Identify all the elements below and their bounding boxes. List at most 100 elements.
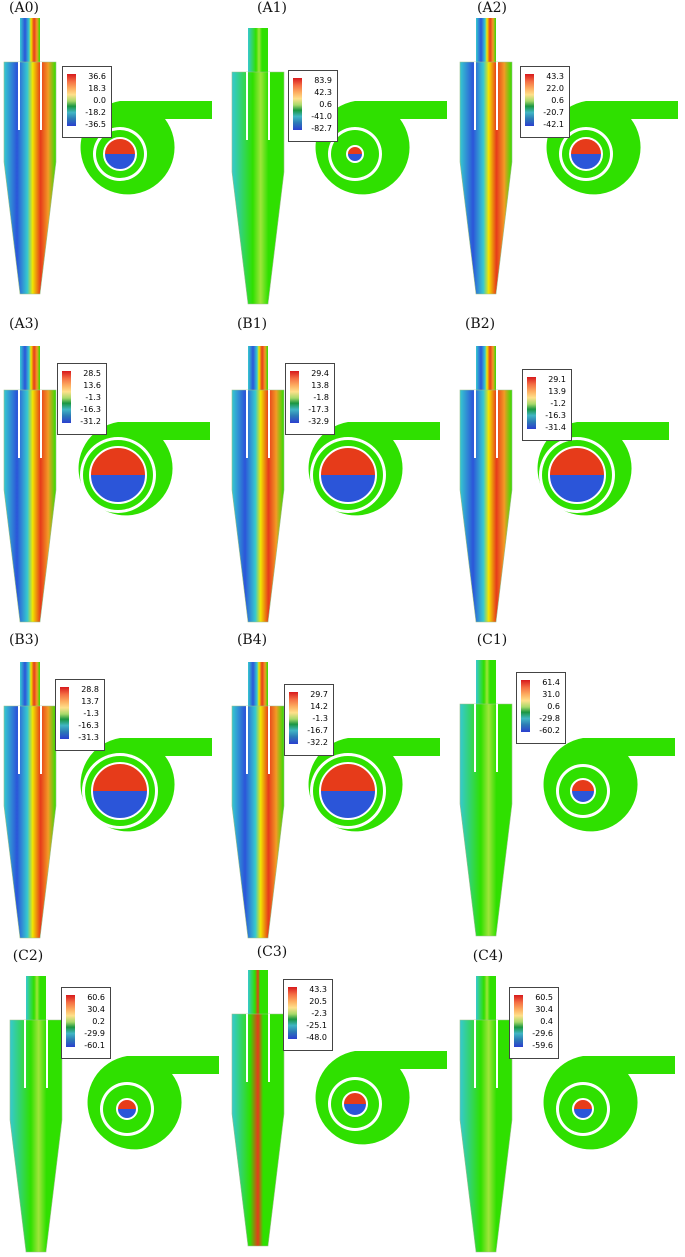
cyclone-contour bbox=[231, 346, 440, 623]
legend-tick: 29.1 bbox=[548, 375, 566, 384]
vortex-finder bbox=[248, 662, 268, 712]
legend-tick: 30.4 bbox=[535, 1005, 553, 1014]
legend-tick: 60.5 bbox=[535, 993, 553, 1002]
vortex-outline bbox=[570, 778, 596, 804]
vortex-upper bbox=[570, 138, 602, 154]
legend-tick: 0.2 bbox=[92, 1017, 105, 1026]
vortex-outline bbox=[89, 446, 147, 504]
cyclone-contour bbox=[3, 346, 210, 623]
vortex-upper bbox=[549, 447, 605, 475]
panel-A1: (A1) 83.9 42.3 0.6 -41.0 -82.7 bbox=[228, 0, 456, 309]
cyclone-body bbox=[231, 1013, 285, 1247]
legend-tick: 0.4 bbox=[540, 1017, 553, 1026]
legend-tick: 22.0 bbox=[546, 84, 564, 93]
colorbar bbox=[290, 371, 299, 423]
legend-tick: 0.6 bbox=[547, 702, 560, 711]
panel-label: (C4) bbox=[472, 948, 504, 964]
cyclone-contour bbox=[3, 662, 213, 939]
legend-tick: -31.2 bbox=[80, 417, 101, 426]
cyclone-body bbox=[459, 703, 513, 937]
legend-tick: -60.1 bbox=[84, 1041, 105, 1050]
cyclone-body bbox=[9, 1019, 63, 1253]
legend-tick: -29.8 bbox=[539, 714, 560, 723]
legend-tick: 60.6 bbox=[87, 993, 105, 1002]
colorbar-legend: 60.6 30.4 0.2 -29.9 -60.1 bbox=[61, 987, 111, 1059]
legend-tick: -2.3 bbox=[311, 1009, 327, 1018]
panel-C3: (C3) 43.3 20.5 -2.3 -25.1 -48.0 bbox=[228, 944, 456, 1257]
cyclone-contour bbox=[3, 18, 213, 295]
panel-label: (C1) bbox=[476, 632, 508, 648]
legend-tick: -1.2 bbox=[550, 399, 566, 408]
cyclone-body bbox=[3, 705, 57, 939]
panel-A3: (A3) 28.5 13.6 -1.3 -16.3 -31.2 bbox=[0, 316, 228, 625]
legend-tick: 43.3 bbox=[309, 985, 327, 994]
vortex-finder bbox=[20, 18, 40, 68]
vortex-finder bbox=[476, 18, 496, 68]
legend-tick: 29.7 bbox=[310, 690, 328, 699]
colorbar bbox=[527, 377, 536, 429]
legend-tick: -48.0 bbox=[306, 1033, 327, 1042]
legend-tick: 13.6 bbox=[83, 381, 101, 390]
cyclone-body bbox=[231, 71, 285, 305]
colorbar-legend: 28.8 13.7 -1.3 -16.3 -31.3 bbox=[55, 679, 105, 751]
cyclone-contour bbox=[459, 660, 675, 937]
vortex-upper bbox=[320, 763, 376, 791]
vortex-outline bbox=[569, 137, 603, 171]
legend-tick: -16.3 bbox=[545, 411, 566, 420]
legend-tick: -82.7 bbox=[311, 124, 332, 133]
vortex-outline bbox=[91, 762, 149, 820]
colorbar bbox=[288, 987, 297, 1039]
legend-tick: 28.8 bbox=[81, 685, 99, 694]
legend-tick: 28.5 bbox=[83, 369, 101, 378]
cyclone-contour bbox=[459, 976, 675, 1253]
legend-tick: -16.7 bbox=[307, 726, 328, 735]
vortex-outline bbox=[572, 1098, 594, 1120]
colorbar bbox=[293, 78, 302, 130]
legend-tick: -16.3 bbox=[80, 405, 101, 414]
panel-label: (B2) bbox=[464, 316, 496, 332]
legend-tick: -17.3 bbox=[308, 405, 329, 414]
vortex-finder bbox=[476, 976, 496, 1026]
legend-tick: 13.8 bbox=[311, 381, 329, 390]
colorbar bbox=[525, 74, 534, 126]
panel-label: (B1) bbox=[236, 316, 268, 332]
cyclone-contour bbox=[459, 346, 669, 623]
vortex-upper bbox=[90, 447, 146, 475]
colorbar-legend: 36.6 18.3 0.0 -18.2 -36.5 bbox=[62, 66, 112, 138]
vortex-lower bbox=[573, 1109, 593, 1119]
legend-tick: -42.1 bbox=[543, 120, 564, 129]
vortex-finder bbox=[20, 346, 40, 396]
colorbar-legend: 83.9 42.3 0.6 -41.0 -82.7 bbox=[288, 70, 338, 142]
legend-tick: -1.3 bbox=[85, 393, 101, 402]
colorbar bbox=[67, 74, 76, 126]
panel-B4: (B4) 29.7 14.2 -1.3 -16.7 -32.2 bbox=[228, 632, 456, 941]
legend-tick: 13.9 bbox=[548, 387, 566, 396]
vortex-outline bbox=[342, 1091, 368, 1117]
vortex-upper bbox=[343, 1092, 367, 1104]
panel-A0: (A0) 36.6 18.3 0.0 -18.2 -36.5 bbox=[0, 0, 228, 309]
legend-tick: 30.4 bbox=[87, 1005, 105, 1014]
vortex-upper bbox=[573, 1099, 593, 1109]
panel-label: (B3) bbox=[8, 632, 40, 648]
legend-tick: -31.3 bbox=[78, 733, 99, 742]
vortex-finder bbox=[26, 976, 46, 1026]
legend-tick: -32.2 bbox=[307, 738, 328, 747]
colorbar bbox=[289, 692, 298, 744]
cyclone-body bbox=[231, 389, 285, 623]
vortex-lower bbox=[90, 475, 146, 503]
colorbar-legend: 29.1 13.9 -1.2 -16.3 -31.4 bbox=[522, 369, 572, 441]
colorbar bbox=[62, 371, 71, 423]
colorbar-legend: 29.7 14.2 -1.3 -16.7 -32.2 bbox=[284, 684, 334, 756]
cyclone-contour bbox=[459, 18, 678, 295]
cyclone-contour bbox=[231, 28, 447, 305]
panel-A2: (A2) 43.3 22.0 0.6 -20.7 -42.1 bbox=[456, 0, 684, 309]
legend-tick: 61.4 bbox=[542, 678, 560, 687]
legend-tick: -31.4 bbox=[545, 423, 566, 432]
panel-label: (A3) bbox=[9, 316, 39, 332]
vortex-upper bbox=[92, 763, 148, 791]
vortex-upper bbox=[571, 779, 595, 791]
vortex-finder bbox=[476, 346, 496, 396]
vortex-finder bbox=[20, 662, 40, 712]
colorbar bbox=[66, 995, 75, 1047]
panel-label: (A2) bbox=[477, 0, 507, 16]
